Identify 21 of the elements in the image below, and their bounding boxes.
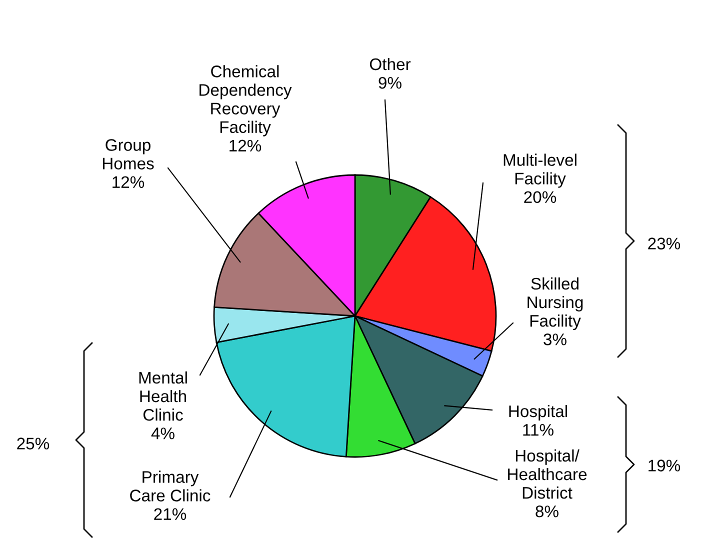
slice-label: Skilled Nursing Facility <box>528 277 583 330</box>
slice-label: Other <box>370 58 411 70</box>
slice-label: Hospital/ Healthcare District <box>508 449 587 499</box>
slice-label: Mental Health Clinic <box>139 371 187 421</box>
data-label: 9% <box>378 76 402 89</box>
data-label: 4% <box>151 428 174 440</box>
data-label: 12% <box>230 140 262 152</box>
data-label: 8% <box>536 506 558 518</box>
slice-label: Primary Care Clinic <box>130 470 210 502</box>
slice-label: Multi-level Facility <box>504 154 576 188</box>
slice-label: Hospital <box>509 404 567 420</box>
text: 23% <box>648 238 680 250</box>
slice-label: Chemical Dependency Recovery Facility <box>200 65 292 136</box>
data-label: 21% <box>154 508 186 520</box>
slice-label: Group Homes <box>102 139 154 170</box>
data-label: 3% <box>544 334 566 346</box>
data-label: 12% <box>112 176 144 188</box>
text: 19% <box>648 460 680 472</box>
data-label: 11% <box>523 424 554 436</box>
text: 25% <box>17 438 50 450</box>
data-label: 20% <box>524 191 556 204</box>
